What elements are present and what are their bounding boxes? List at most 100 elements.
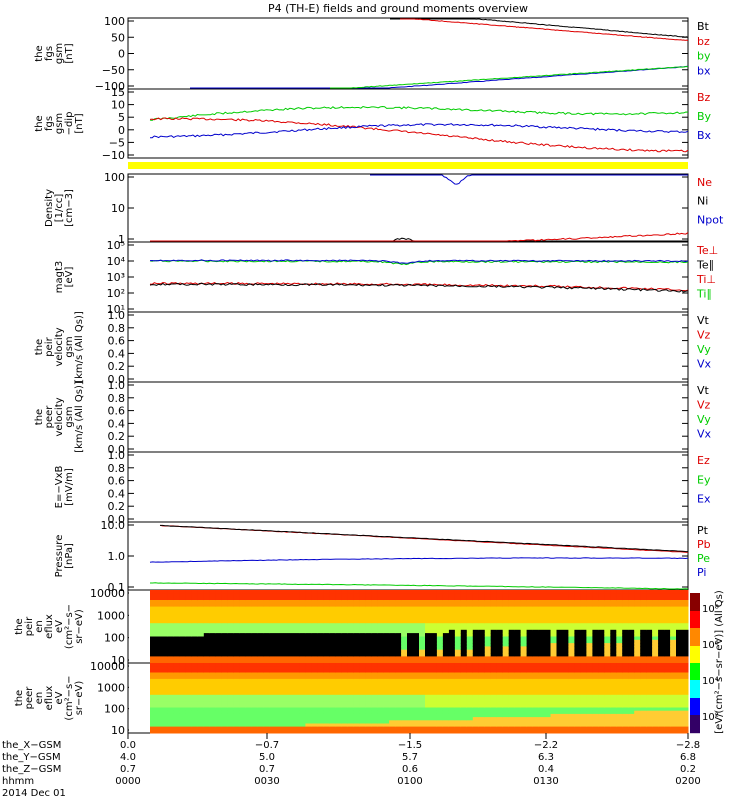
peer-spec-cell (508, 663, 516, 667)
peer-spec-cell (454, 688, 462, 693)
peir-spec-cell (538, 603, 546, 608)
peer-spec-cell (305, 663, 312, 667)
peer-spec-cell (646, 663, 653, 667)
peer-spec-cell (448, 688, 456, 693)
peer-spec-cell (532, 672, 540, 677)
peer-spec-cell (167, 685, 175, 689)
peir-spec-cell (185, 593, 193, 598)
peir-spec-cell (269, 596, 277, 601)
peer-spec-cell (670, 707, 677, 712)
peir-spec-cell (191, 606, 199, 611)
peer-spec-cell (526, 675, 534, 680)
peir-spec-gap (129, 591, 150, 662)
peir-spec-cell (568, 600, 575, 604)
peir-spec-cell (353, 639, 360, 644)
peir-spec-cell (538, 659, 546, 664)
peir-spec-cell (604, 603, 611, 608)
peer-spec-cell (502, 717, 510, 721)
peir-spec-cell (377, 626, 384, 631)
peir-spec-cell (520, 619, 528, 624)
peer-spec-cell (520, 669, 528, 674)
peir-spec-cell (419, 613, 426, 617)
peir-spec-cell (574, 623, 581, 627)
peer-spec-cell (604, 701, 611, 705)
peir-spec-cell (514, 653, 522, 657)
peer-spec-cell (281, 707, 288, 712)
peir-spec-cell (425, 596, 432, 601)
peir-spec-cell (251, 629, 259, 634)
peer-spec-cell (263, 729, 271, 734)
peir-spec-cell (197, 613, 205, 617)
peir-spec-cell (431, 593, 438, 598)
peer-spec-cell (257, 717, 265, 721)
peer-spec-cell (586, 663, 593, 667)
peir-spec-cell (628, 636, 635, 641)
peir-spec-cell (209, 639, 217, 644)
peir-spec-cell (209, 596, 217, 601)
peir-spec-cell (335, 649, 342, 654)
peer-spec-cell (652, 691, 659, 696)
peer-spec-cell (538, 663, 546, 667)
y-label-peir-velocity: the peir velocity gsm [km/s (All Qs)] (34, 311, 85, 383)
peir-spec-cell (670, 613, 677, 617)
colorbar-cell (690, 699, 700, 701)
peer-spec-cell (610, 672, 617, 677)
peir-spec-cell (257, 649, 265, 654)
peir-spec-cell (323, 656, 330, 661)
peir-spec-cell (329, 623, 336, 627)
peer-spec-cell (293, 698, 300, 702)
peer-spec-cell (526, 688, 534, 693)
peer-spec-cell (317, 672, 324, 677)
peir-spec-cell (682, 593, 689, 598)
peir-spec-cell (233, 636, 241, 641)
x-axis-value: 0.6 (402, 764, 418, 775)
peer-spec-cell (383, 694, 390, 699)
peir-spec-cell (508, 646, 516, 651)
peer-spec-cell (215, 701, 223, 705)
peer-spec-cell (580, 669, 587, 674)
peer-spec-cell (353, 713, 360, 718)
peir-spec-cell (263, 593, 271, 598)
y-label-peer-spec: the peer en eflux eV (cm²−s− sr−eV) (14, 675, 85, 720)
peer-spec-cell (179, 672, 187, 677)
peir-spec-cell (616, 616, 623, 621)
peer-spec-cell (628, 701, 635, 705)
peir-spec-cell (419, 626, 426, 631)
peir-spec-cell (287, 603, 294, 608)
peer-spec-cell (203, 698, 211, 702)
peir-spec-cell (508, 603, 516, 608)
peer-spec-cell (221, 685, 229, 689)
peer-spec-cell (544, 672, 551, 677)
peer-spec-cell (203, 701, 211, 705)
peer-spec-cell (454, 701, 462, 705)
peir-spec-cell (460, 619, 468, 624)
peir-spec-cell (562, 656, 569, 661)
peir-spec-cell (598, 600, 605, 604)
peer-spec-cell (233, 723, 241, 728)
peir-spec-cell (275, 600, 282, 604)
peir-spec-cell (436, 590, 444, 594)
peir-spec-cell (652, 600, 659, 604)
peer-spec-cell (664, 685, 671, 689)
peir-spec-cell (526, 596, 534, 601)
peir-spec-cell (251, 590, 259, 594)
peer-spec-cell (401, 713, 408, 718)
peir-spec-cell (466, 613, 474, 617)
peir-spec-cell (407, 649, 414, 654)
peir-spec-cell (173, 619, 181, 624)
peer-spec-cell (586, 678, 593, 683)
peir-spec-cell (275, 616, 282, 621)
peer-spec-cell (299, 694, 306, 699)
peir-spec-cell (640, 656, 647, 661)
peir-spec-cell (221, 629, 229, 634)
peir-spec-cell (377, 656, 384, 661)
peer-spec-cell (574, 685, 581, 689)
peir-spec-cell (173, 659, 181, 664)
peer-spec-cell (359, 663, 366, 667)
peer-spec-cell (257, 688, 265, 693)
peer-spec-cell (664, 704, 671, 709)
peir-spec-cell (425, 639, 432, 644)
peir-spec-cell (484, 596, 492, 601)
peir-spec-cell (568, 590, 575, 594)
peir-spec-cell (401, 606, 408, 611)
